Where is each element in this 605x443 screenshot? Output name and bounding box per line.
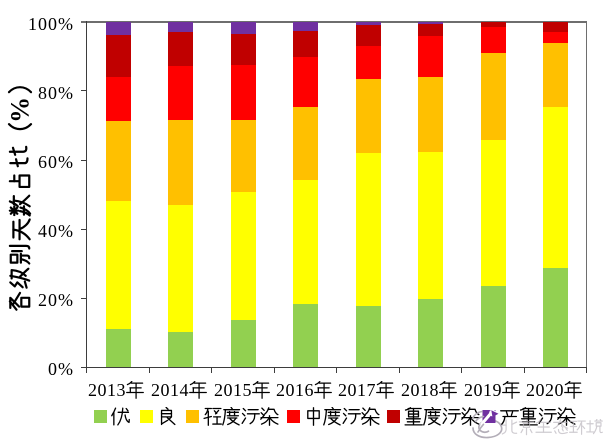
svg-text:%: % (7, 97, 33, 123)
